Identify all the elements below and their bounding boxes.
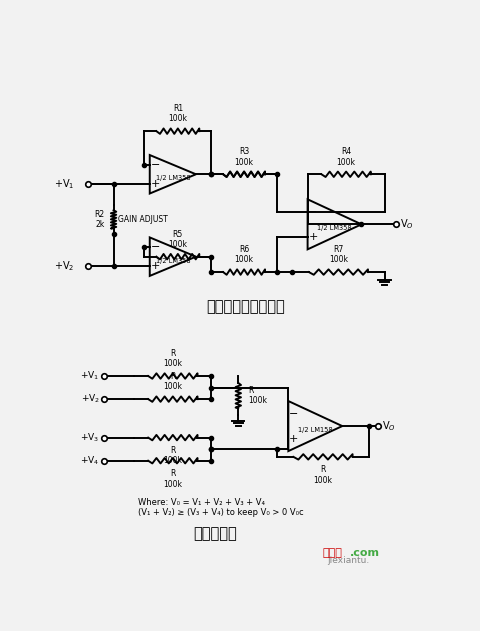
Text: −: − <box>289 408 299 418</box>
Text: −: − <box>150 242 160 252</box>
Text: (V₁ + V₂) ≥ (V₃ + V₄) to keep V₀ > 0 V₀ᴄ: (V₁ + V₂) ≥ (V₃ + V₄) to keep V₀ > 0 V₀ᴄ <box>138 508 304 517</box>
Text: −: − <box>308 207 318 217</box>
Text: +V$_2$: +V$_2$ <box>54 259 74 273</box>
Text: R1
100k: R1 100k <box>168 104 187 124</box>
Text: +: + <box>150 179 160 189</box>
Text: −: − <box>150 160 160 170</box>
Text: R
100k: R 100k <box>163 446 182 466</box>
Text: R6
100k: R6 100k <box>235 245 253 264</box>
Text: 直流放大器: 直流放大器 <box>193 526 237 541</box>
Text: 1/2 LM358: 1/2 LM358 <box>156 257 190 264</box>
Text: .com: .com <box>350 548 380 558</box>
Text: +V$_2$: +V$_2$ <box>81 393 100 405</box>
Text: R3
100k: R3 100k <box>235 147 253 167</box>
Text: 可调增益仪表放大器: 可调增益仪表放大器 <box>206 299 286 314</box>
Text: +V$_1$: +V$_1$ <box>81 370 100 382</box>
Text: R2
2k: R2 2k <box>94 209 104 229</box>
Text: V$_O$: V$_O$ <box>400 218 414 231</box>
Text: R7
100k: R7 100k <box>329 245 348 264</box>
Text: R
100k: R 100k <box>163 372 182 391</box>
Text: 1/2 LM358: 1/2 LM358 <box>317 225 352 231</box>
Text: Where: V₀ = V₁ + V₂ + V₃ + V₄: Where: V₀ = V₁ + V₂ + V₃ + V₄ <box>138 498 265 507</box>
Text: R
100k: R 100k <box>163 349 182 369</box>
Text: R
100k: R 100k <box>313 465 333 485</box>
Text: R4
100k: R4 100k <box>336 147 356 167</box>
Text: 1/2 LM158: 1/2 LM158 <box>298 427 333 433</box>
Text: +: + <box>308 232 318 242</box>
Text: +V$_1$: +V$_1$ <box>54 177 74 191</box>
Text: +: + <box>150 261 160 271</box>
Text: GAIN ADJUST: GAIN ADJUST <box>118 215 168 224</box>
Text: +V$_4$: +V$_4$ <box>80 454 100 467</box>
Text: R
100k: R 100k <box>163 469 182 488</box>
Text: +V$_3$: +V$_3$ <box>81 432 100 444</box>
Text: R
100k: R 100k <box>248 386 267 405</box>
Text: +: + <box>289 433 299 444</box>
Text: jiexiantu.: jiexiantu. <box>327 557 369 565</box>
Text: 接线图: 接线图 <box>323 548 343 558</box>
Text: R5
100k: R5 100k <box>168 230 187 249</box>
Text: V$_O$: V$_O$ <box>382 419 396 433</box>
Text: 1/2 LM358: 1/2 LM358 <box>156 175 190 181</box>
